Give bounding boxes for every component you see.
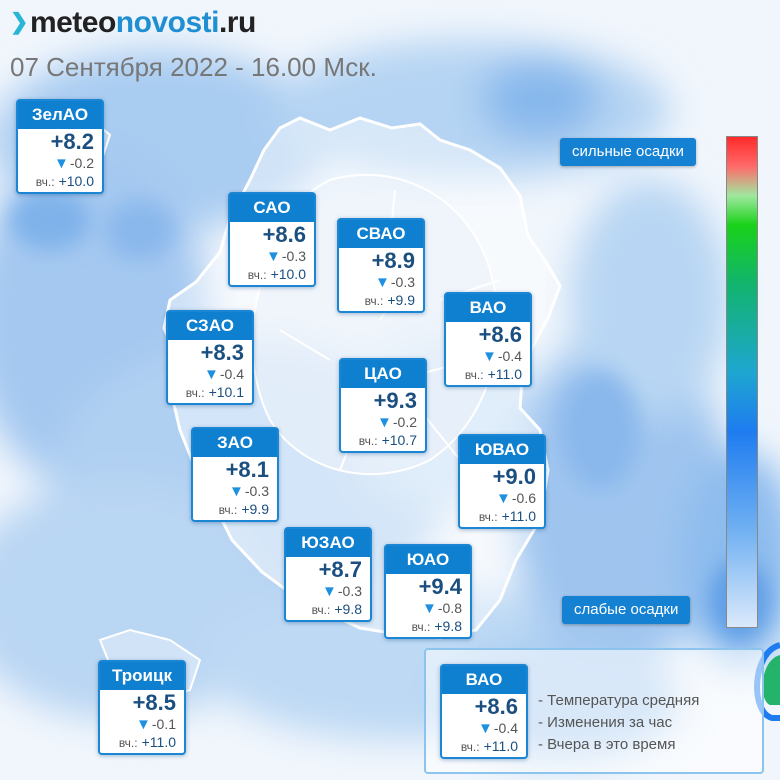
scale-label-heavy: сильные осадки — [560, 138, 696, 166]
district-change: -0.2 — [392, 414, 417, 430]
district-name: ЦАО — [341, 360, 425, 388]
district-change: -0.3 — [337, 583, 362, 599]
district-temp: +8.6 — [478, 322, 522, 347]
down-triangle-icon: ▼ — [266, 248, 281, 265]
district-card-zao[interactable]: ЗАО +8.1 ▼-0.3 вч.: +9.9 — [191, 427, 279, 522]
district-yesterday: +10.0 — [58, 173, 94, 189]
yesterday-prefix: вч.: — [464, 368, 484, 382]
yesterday-prefix: вч.: — [358, 434, 378, 448]
district-change: -0.3 — [244, 483, 269, 499]
district-temp: +8.1 — [225, 457, 269, 482]
district-yesterday: +11.0 — [487, 366, 522, 382]
district-change: -0.3 — [390, 274, 415, 290]
district-yesterday: +11.0 — [501, 508, 536, 524]
district-name: САО — [230, 194, 314, 222]
district-yesterday: +9.9 — [241, 501, 269, 517]
scale-label-light: слабые осадки — [562, 596, 691, 624]
district-yesterday: +10.0 — [270, 266, 306, 282]
yesterday-prefix: вч.: — [185, 386, 205, 400]
district-name: СВАО — [339, 220, 423, 248]
yesterday-prefix: вч.: — [364, 294, 384, 308]
district-change: -0.8 — [437, 600, 462, 616]
down-triangle-icon: ▼ — [496, 490, 511, 507]
yesterday-prefix: вч.: — [311, 603, 331, 617]
district-name: ЮАО — [386, 546, 470, 574]
district-name: ЮЗАО — [286, 529, 370, 557]
district-card-yuao[interactable]: ЮАО +9.4 ▼-0.8 вч.: +9.8 — [384, 544, 472, 639]
district-temp: +8.2 — [50, 129, 94, 154]
district-temp: +8.6 — [262, 222, 306, 247]
down-triangle-icon: ▼ — [322, 583, 337, 600]
district-temp: +9.0 — [492, 464, 536, 489]
legend-sample-card: ВАО +8.6 ▼-0.4 вч.: +11.0 — [440, 664, 528, 759]
district-change: -0.4 — [497, 348, 522, 364]
down-triangle-icon: ▼ — [54, 155, 69, 172]
district-temp: +8.6 — [474, 694, 518, 719]
down-triangle-icon: ▼ — [204, 366, 219, 383]
yesterday-prefix: вч.: — [35, 175, 55, 189]
yesterday-prefix: вч.: — [411, 620, 431, 634]
district-yesterday: +9.9 — [387, 292, 415, 308]
yesterday-prefix: вч.: — [247, 268, 267, 282]
district-card-yuzao[interactable]: ЮЗАО +8.7 ▼-0.3 вч.: +9.8 — [284, 527, 372, 622]
district-temp: +8.3 — [200, 340, 244, 365]
district-change: -0.4 — [219, 366, 244, 382]
down-triangle-icon: ▼ — [377, 414, 392, 431]
district-yesterday: +10.1 — [208, 384, 244, 400]
district-name: ЗелАО — [18, 101, 102, 129]
legend-line-temperature: - Температура средняя — [538, 692, 700, 709]
district-change: -0.6 — [511, 490, 536, 506]
district-yesterday: +10.7 — [381, 432, 417, 448]
district-card-zelao[interactable]: ЗелАО +8.2 ▼-0.2 вч.: +10.0 — [16, 99, 104, 194]
down-triangle-icon: ▼ — [482, 348, 497, 365]
legend-line-change: - Изменения за час — [538, 714, 673, 731]
district-card-szao[interactable]: СЗАО +8.3 ▼-0.4 вч.: +10.1 — [166, 310, 254, 405]
yesterday-prefix: вч.: — [118, 736, 138, 750]
yesterday-prefix: вч.: — [218, 503, 238, 517]
date-line: 07 Сентября 2022 - 16.00 Мск. — [10, 52, 377, 82]
precipitation-scale-bar — [726, 136, 758, 628]
district-temp: +9.4 — [418, 574, 462, 599]
district-name: ЮВАО — [460, 436, 544, 464]
yesterday-prefix: вч.: — [460, 740, 480, 754]
district-card-sao[interactable]: САО +8.6 ▼-0.3 вч.: +10.0 — [228, 192, 316, 287]
district-card-yuvao[interactable]: ЮВАО +9.0 ▼-0.6 вч.: +11.0 — [458, 434, 546, 529]
district-yesterday: +11.0 — [141, 734, 176, 750]
district-name: ВАО — [442, 666, 526, 694]
legend-line-yesterday: - Вчера в это время — [538, 736, 676, 753]
district-temp: +8.9 — [371, 248, 415, 273]
site-logo[interactable]: ❯meteonovosti.ru — [10, 6, 256, 39]
down-triangle-icon: ▼ — [229, 483, 244, 500]
district-temp: +9.3 — [373, 388, 417, 413]
district-change: -0.4 — [493, 720, 518, 736]
down-triangle-icon: ▼ — [422, 600, 437, 617]
district-change: -0.1 — [151, 716, 176, 732]
district-name: ЗАО — [193, 429, 277, 457]
district-card-troitsk[interactable]: Троицк +8.5 ▼-0.1 вч.: +11.0 — [98, 660, 186, 755]
down-triangle-icon: ▼ — [478, 720, 493, 737]
logo-arrow-icon: ❯ — [10, 9, 28, 34]
down-triangle-icon: ▼ — [375, 274, 390, 291]
down-triangle-icon: ▼ — [136, 716, 151, 733]
district-yesterday: +11.0 — [483, 738, 518, 754]
district-yesterday: +9.8 — [434, 618, 462, 634]
district-name: Троицк — [100, 662, 184, 690]
district-change: -0.2 — [69, 155, 94, 171]
district-temp: +8.5 — [132, 690, 176, 715]
district-card-svao[interactable]: СВАО +8.9 ▼-0.3 вч.: +9.9 — [337, 218, 425, 313]
yesterday-prefix: вч.: — [478, 510, 498, 524]
district-card-vao[interactable]: ВАО +8.6 ▼-0.4 вч.: +11.0 — [444, 292, 532, 387]
district-temp: +8.7 — [318, 557, 362, 582]
district-name: СЗАО — [168, 312, 252, 340]
district-card-tsao[interactable]: ЦАО +9.3 ▼-0.2 вч.: +10.7 — [339, 358, 427, 453]
district-name: ВАО — [446, 294, 530, 322]
district-yesterday: +9.8 — [334, 601, 362, 617]
district-change: -0.3 — [281, 248, 306, 264]
legend-panel: ВАО +8.6 ▼-0.4 вч.: +11.0 - Температура с… — [424, 648, 764, 774]
